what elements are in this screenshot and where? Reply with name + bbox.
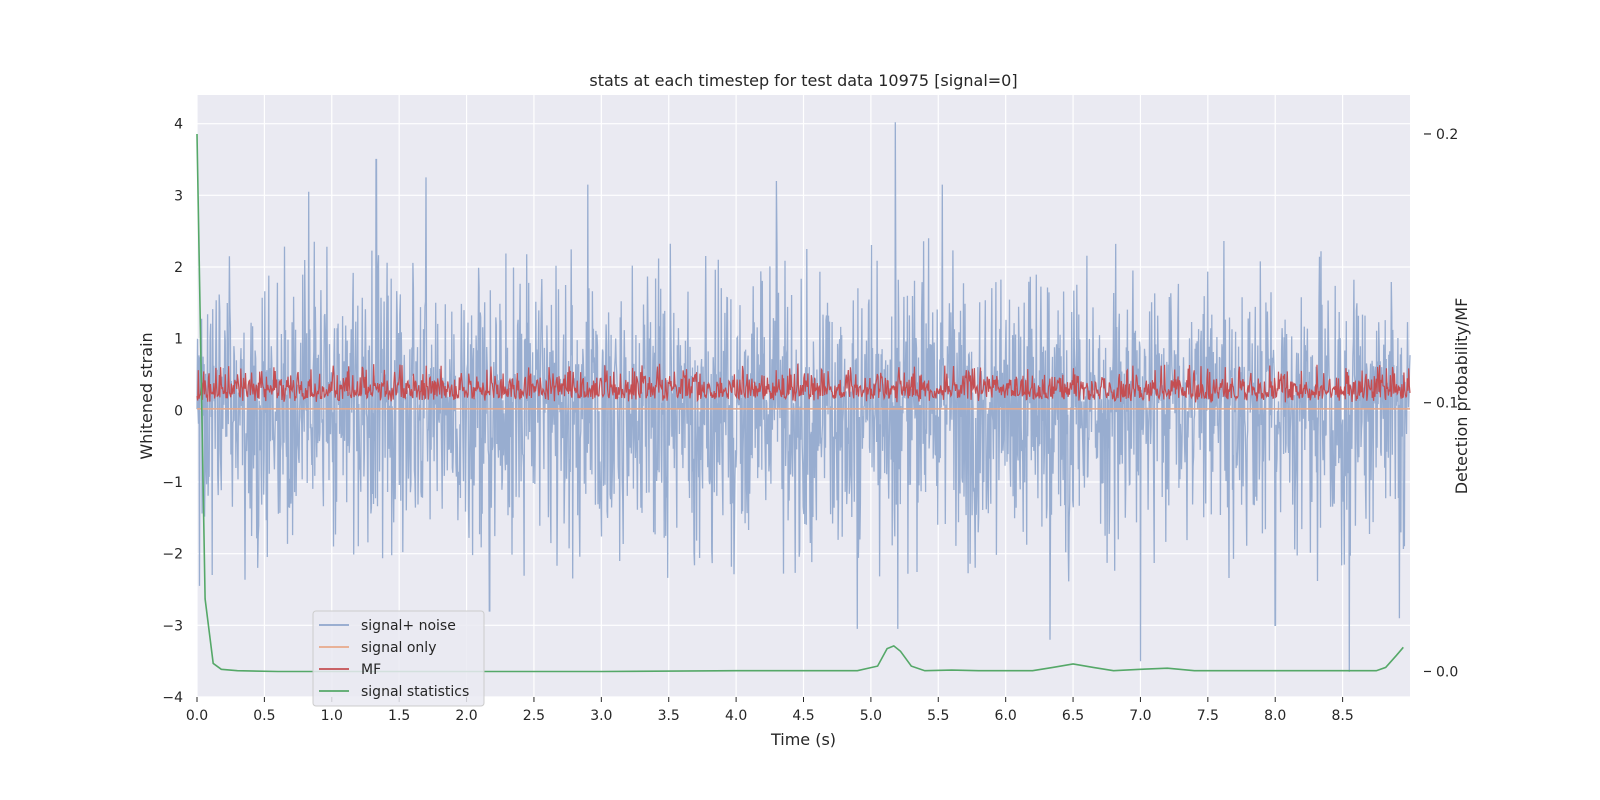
y-tick-label: 0: [174, 403, 183, 419]
y2-tick-label: 0.1: [1436, 396, 1458, 412]
y2-axis-label: Detection probability/MF: [1452, 298, 1471, 495]
y-tick-label: 3: [174, 188, 183, 204]
legend: signal+ noise signal only MF signal statist…: [312, 610, 485, 707]
series-signal-statistics-line: [196, 133, 1404, 673]
y-tick-label: 2: [174, 260, 183, 276]
series-mf-line: [196, 363, 1411, 403]
x-tick-label: 7.5: [1197, 708, 1219, 724]
x-axis-label: Time (s): [770, 730, 836, 749]
x-tick-label: 2.5: [523, 708, 545, 724]
x-tick-label: 0.0: [186, 708, 208, 724]
x-tick-label: 7.0: [1129, 708, 1151, 724]
x-tick-label: 3.0: [590, 708, 612, 724]
y-axis-ticks: −4 −3 −2 −1 0 1 2 3 4: [162, 117, 183, 706]
y2-axis-ticks: 0.0 0.1 0.2: [1424, 127, 1458, 680]
x-tick-label: 8.0: [1264, 708, 1286, 724]
x-tick-label: 4.5: [792, 708, 814, 724]
legend-label: signal only: [361, 640, 436, 656]
y-tick-label: 1: [174, 332, 183, 348]
y-tick-label: −3: [162, 618, 183, 634]
y-tick-label: −2: [162, 547, 183, 563]
x-axis-ticks: 0.0 0.5 1.0 1.5 2.0 2.5 3.0 3.5 4.0 4.5 5.0 5.5 6.0 6…: [186, 697, 1354, 724]
legend-label: signal statistics: [361, 684, 469, 700]
y2-tick-label: 0.0: [1436, 664, 1458, 680]
x-tick-label: 4.0: [725, 708, 747, 724]
series-layer: [196, 122, 1411, 673]
x-tick-label: 5.0: [860, 708, 882, 724]
legend-label: MF: [361, 662, 381, 678]
legend-label: signal+ noise: [361, 618, 456, 634]
x-tick-label: 2.0: [455, 708, 477, 724]
x-tick-label: 1.5: [388, 708, 410, 724]
series-signal-noise-line: [196, 122, 1411, 672]
y-tick-label: 4: [174, 117, 183, 133]
x-tick-label: 6.0: [995, 708, 1017, 724]
y2-tick-label: 0.2: [1436, 127, 1458, 143]
x-tick-label: 1.0: [321, 708, 343, 724]
x-tick-label: 6.5: [1062, 708, 1084, 724]
x-tick-label: 5.5: [927, 708, 949, 724]
y-axis-label: Whitened strain: [137, 332, 156, 459]
y-tick-label: −4: [162, 690, 183, 706]
x-tick-label: 0.5: [253, 708, 275, 724]
y-tick-label: −1: [162, 475, 183, 491]
x-tick-label: 3.5: [658, 708, 680, 724]
legend-box: [312, 610, 485, 707]
chart-title: stats at each timestep for test data 109…: [589, 71, 1017, 90]
x-tick-label: 8.5: [1331, 708, 1353, 724]
